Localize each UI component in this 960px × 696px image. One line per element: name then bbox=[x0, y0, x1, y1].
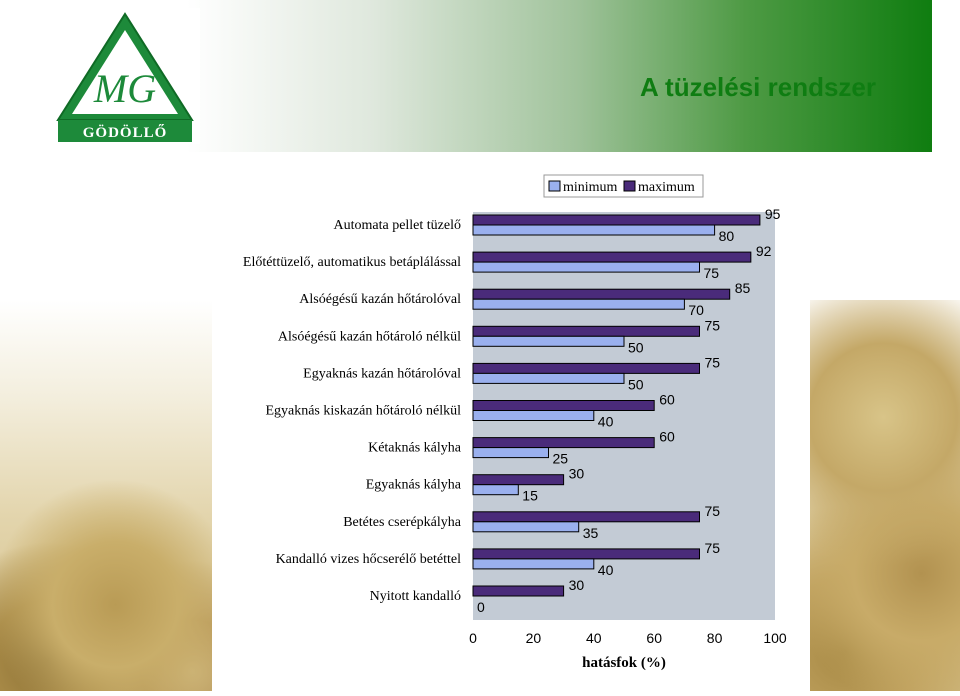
x-tick-label: 20 bbox=[526, 630, 542, 646]
data-label-maximum: 60 bbox=[659, 429, 675, 445]
data-label-maximum: 30 bbox=[569, 466, 585, 482]
data-label-maximum: 75 bbox=[705, 317, 721, 333]
bar-minimum bbox=[472, 335, 625, 347]
category-label: Nyitott kandalló bbox=[370, 589, 461, 604]
data-label-maximum: 95 bbox=[765, 206, 781, 222]
data-label-maximum: 75 bbox=[705, 503, 721, 519]
bar-minimum bbox=[472, 410, 595, 421]
data-label-minimum: 50 bbox=[628, 376, 644, 392]
bar-minimum bbox=[472, 447, 549, 459]
data-label-minimum: 35 bbox=[583, 525, 599, 541]
bar-minimum bbox=[472, 521, 580, 533]
efficiency-chart: minimum maximum Automata pellet tüzelő El… bbox=[243, 174, 787, 671]
data-label-maximum: 75 bbox=[705, 354, 721, 370]
category-label: Kétaknás kályha bbox=[368, 441, 462, 456]
data-label-minimum: 70 bbox=[688, 302, 704, 318]
data-label-maximum: 30 bbox=[569, 577, 585, 593]
bar-minimum bbox=[472, 558, 595, 570]
bar-minimum bbox=[472, 224, 716, 236]
category-label: Kandalló vizes hőcserélő betéttel bbox=[276, 552, 462, 567]
x-axis-label: hatásfok (%) bbox=[582, 655, 666, 671]
bar-maximum bbox=[472, 288, 731, 300]
page-title: A tüzelési rendszer bbox=[640, 72, 877, 102]
data-label-minimum: 25 bbox=[553, 451, 569, 467]
bar-maximum bbox=[472, 362, 700, 374]
x-tick-label: 100 bbox=[763, 630, 787, 646]
x-tick-label: 60 bbox=[646, 630, 662, 646]
bar-maximum bbox=[472, 474, 565, 486]
data-label-minimum: 15 bbox=[522, 488, 538, 504]
legend-swatch-maximum bbox=[623, 180, 636, 192]
bar-minimum bbox=[472, 261, 700, 273]
x-tick-label: 80 bbox=[707, 630, 723, 646]
bar-maximum bbox=[472, 437, 655, 449]
data-label-maximum: 75 bbox=[705, 540, 721, 556]
category-label: Előtéttüzelő, automatikus betáplálással bbox=[243, 255, 461, 270]
data-label-minimum: 40 bbox=[598, 414, 614, 430]
category-label: Alsóégésű kazán hőtárolóval bbox=[299, 292, 461, 307]
category-label: Egyaknás kazán hőtárolóval bbox=[303, 366, 461, 381]
bar-maximum bbox=[472, 214, 761, 226]
data-label-maximum: 92 bbox=[756, 243, 772, 259]
x-tick-label: 40 bbox=[586, 630, 602, 646]
data-label-minimum: 40 bbox=[598, 562, 614, 578]
bar-maximum bbox=[472, 325, 700, 337]
bar-minimum bbox=[472, 298, 685, 310]
data-label-minimum: 50 bbox=[628, 339, 644, 355]
bar-maximum bbox=[472, 251, 752, 263]
category-label: Automata pellet tüzelő bbox=[333, 218, 461, 233]
bar-maximum bbox=[472, 585, 565, 597]
data-label-minimum: 0 bbox=[477, 599, 485, 615]
bar-minimum bbox=[472, 484, 519, 496]
x-tick-label: 0 bbox=[469, 630, 477, 646]
bar-minimum bbox=[472, 372, 625, 384]
data-label-maximum: 85 bbox=[735, 280, 751, 296]
legend: minimum maximum bbox=[543, 174, 704, 198]
category-label: Egyaknás kiskazán hőtároló nélkül bbox=[265, 404, 461, 419]
category-label: Betétes cserépkályha bbox=[343, 515, 462, 530]
logo: MG GÖDÖLLŐ bbox=[50, 8, 200, 144]
bar-maximum bbox=[472, 400, 655, 411]
logo-text: GÖDÖLLŐ bbox=[83, 124, 168, 141]
legend-label-maximum: maximum bbox=[638, 180, 695, 195]
data-label-minimum: 75 bbox=[704, 265, 720, 281]
logo-monogram: MG bbox=[93, 66, 156, 111]
chart-panel: minimum maximum Automata pellet tüzelő El… bbox=[212, 162, 810, 691]
category-label: Alsóégésű kazán hőtároló nélkül bbox=[278, 329, 461, 344]
legend-label-minimum: minimum bbox=[563, 180, 618, 195]
legend-swatch-minimum bbox=[548, 180, 561, 192]
category-label: Egyaknás kályha bbox=[366, 478, 462, 493]
data-label-minimum: 80 bbox=[719, 228, 735, 244]
data-label-maximum: 60 bbox=[659, 392, 675, 408]
bar-maximum bbox=[472, 548, 700, 560]
header-banner: MG GÖDÖLLŐ A tüzelési rendszer bbox=[0, 0, 932, 152]
bar-maximum bbox=[472, 511, 700, 523]
